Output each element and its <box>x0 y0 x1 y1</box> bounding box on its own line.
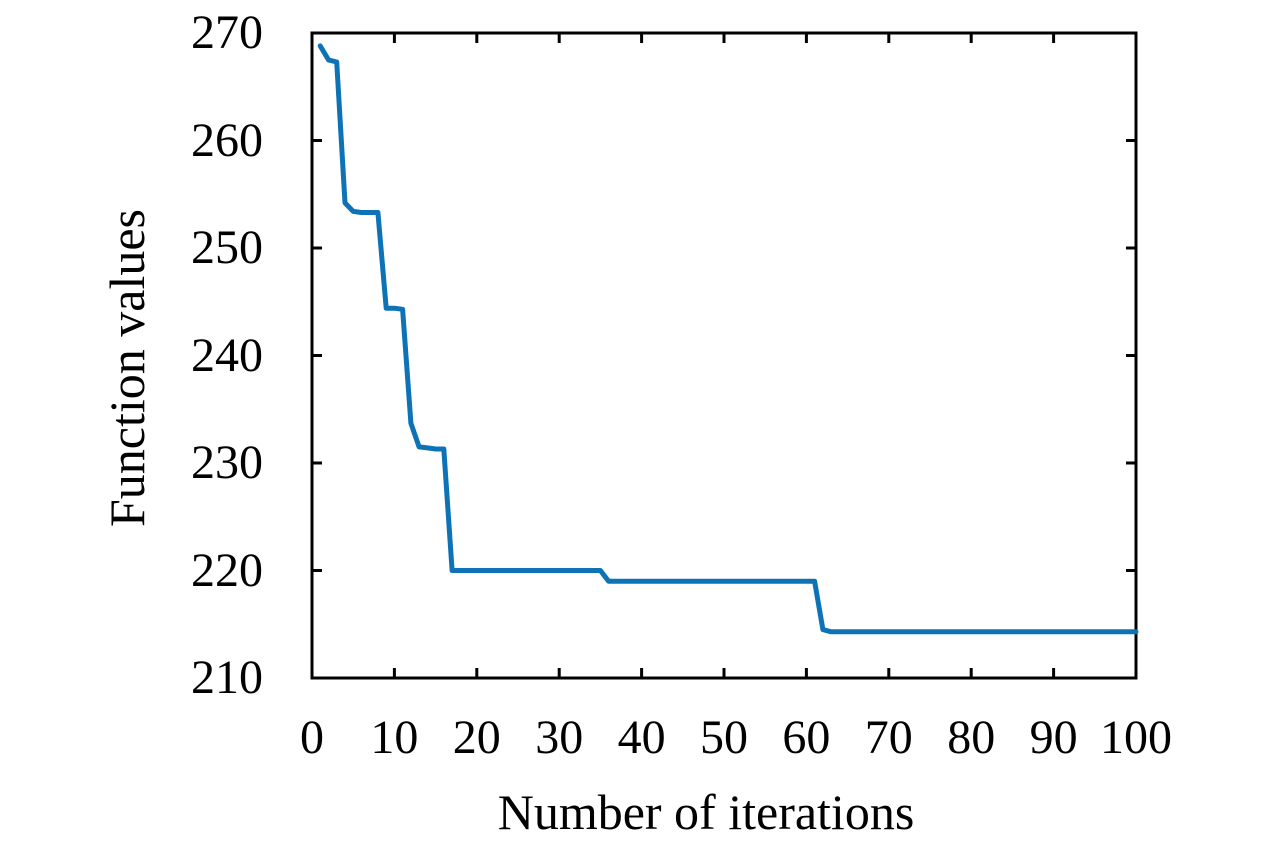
x-tick-label: 20 <box>452 711 501 764</box>
series-line <box>317 43 1139 635</box>
x-axis-label: Number of iterations <box>497 784 915 840</box>
x-tick-label: 50 <box>700 711 748 764</box>
y-tick-label: 250 <box>191 221 263 274</box>
x-tick-label: 100 <box>1100 711 1172 764</box>
y-tick-label: 220 <box>191 543 263 597</box>
y-tick-label: 230 <box>191 436 263 489</box>
y-tick-label: 260 <box>191 113 263 167</box>
x-tick-label: 60 <box>782 711 831 764</box>
y-tick-label: 210 <box>191 651 263 704</box>
y-tick-label: 270 <box>191 6 263 59</box>
x-tick-label: 10 <box>370 711 419 764</box>
x-tick-label: 40 <box>617 711 666 764</box>
y-tick-label: 240 <box>191 328 263 382</box>
x-tick-label: 70 <box>864 711 913 764</box>
x-tick-label: 90 <box>1029 711 1078 764</box>
x-tick-label: 0 <box>300 711 324 764</box>
plot-border <box>310 31 1138 680</box>
x-tick-label: 30 <box>535 711 584 764</box>
x-tick-label: 80 <box>947 711 996 764</box>
